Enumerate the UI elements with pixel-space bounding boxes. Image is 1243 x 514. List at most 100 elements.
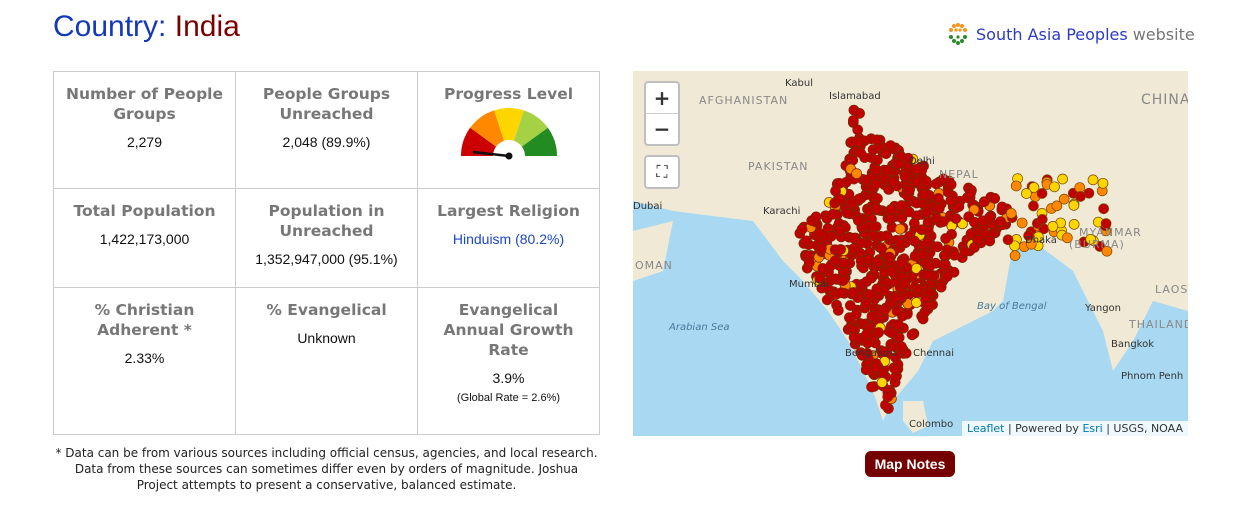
map-notes-button[interactable]: Map Notes xyxy=(865,451,955,477)
people-group-marker[interactable] xyxy=(885,266,897,277)
people-group-marker[interactable] xyxy=(899,171,911,182)
people-group-marker[interactable] xyxy=(1016,217,1028,229)
people-group-marker[interactable] xyxy=(848,243,860,254)
people-group-marker[interactable] xyxy=(855,255,867,267)
people-group-marker[interactable] xyxy=(1068,219,1080,230)
people-group-marker[interactable] xyxy=(856,350,868,361)
people-group-marker[interactable] xyxy=(940,233,952,244)
people-group-marker[interactable] xyxy=(1021,188,1032,199)
religion-link[interactable]: Hinduism (80.2%) xyxy=(452,230,565,247)
people-group-marker[interactable] xyxy=(1028,182,1040,193)
esri-link[interactable]: Esri xyxy=(1082,422,1103,435)
people-group-marker[interactable] xyxy=(855,147,866,159)
people-group-marker[interactable] xyxy=(861,328,873,340)
people-group-marker[interactable] xyxy=(834,177,845,189)
people-group-marker[interactable] xyxy=(917,249,929,261)
people-group-marker[interactable] xyxy=(844,300,856,311)
people-group-marker[interactable] xyxy=(941,271,953,282)
people-group-marker[interactable] xyxy=(1074,182,1086,193)
people-group-marker[interactable] xyxy=(814,228,826,240)
people-group-marker[interactable] xyxy=(834,193,845,205)
people-group-marker[interactable] xyxy=(969,242,980,253)
people-group-marker[interactable] xyxy=(893,332,905,343)
people-group-marker[interactable] xyxy=(965,228,977,240)
people-group-marker[interactable] xyxy=(1075,191,1086,202)
people-group-marker[interactable] xyxy=(933,202,945,214)
people-group-marker[interactable] xyxy=(1049,181,1060,193)
zoom-out-button[interactable]: − xyxy=(646,113,678,144)
people-group-marker[interactable] xyxy=(880,346,892,358)
people-group-marker[interactable] xyxy=(1097,177,1109,189)
people-group-marker[interactable] xyxy=(899,278,911,289)
people-group-marker[interactable] xyxy=(854,107,865,119)
people-group-marker[interactable] xyxy=(895,238,907,250)
people-group-marker[interactable] xyxy=(848,232,860,244)
people-group-marker[interactable] xyxy=(918,189,929,200)
people-group-marker[interactable] xyxy=(1047,221,1059,232)
people-group-marker[interactable] xyxy=(1068,199,1080,211)
people-group-marker[interactable] xyxy=(1058,193,1070,205)
people-group-marker[interactable] xyxy=(889,363,901,375)
people-group-marker[interactable] xyxy=(977,215,988,227)
people-group-marker[interactable] xyxy=(1036,214,1048,225)
people-group-marker[interactable] xyxy=(880,148,892,159)
people-group-marker[interactable] xyxy=(1036,188,1048,199)
people-group-marker[interactable] xyxy=(870,179,881,190)
zoom-in-button[interactable]: + xyxy=(653,86,671,110)
people-group-marker[interactable] xyxy=(896,212,908,224)
people-group-marker[interactable] xyxy=(935,281,947,293)
people-group-marker[interactable] xyxy=(881,230,893,242)
people-group-marker[interactable] xyxy=(882,391,894,403)
people-group-marker[interactable] xyxy=(850,309,862,320)
people-group-marker[interactable] xyxy=(911,297,922,308)
people-group-marker[interactable] xyxy=(871,203,883,215)
people-group-marker[interactable] xyxy=(1057,173,1068,185)
people-group-marker[interactable] xyxy=(912,283,924,295)
people-group-marker[interactable] xyxy=(1051,200,1063,212)
people-group-marker[interactable] xyxy=(827,208,839,220)
people-group-marker[interactable] xyxy=(860,364,872,376)
people-group-marker[interactable] xyxy=(896,341,907,353)
people-group-marker[interactable] xyxy=(835,287,847,299)
people-group-marker[interactable] xyxy=(814,272,826,284)
people-group-marker[interactable] xyxy=(938,173,949,185)
people-group-marker[interactable] xyxy=(870,221,882,233)
people-group-marker[interactable] xyxy=(1005,207,1017,219)
people-group-marker[interactable] xyxy=(847,115,859,126)
people-group-marker[interactable] xyxy=(945,195,957,206)
people-group-marker[interactable] xyxy=(995,216,1006,227)
people-group-marker[interactable] xyxy=(885,204,897,215)
people-group-marker[interactable] xyxy=(1010,180,1022,192)
people-group-marker[interactable] xyxy=(921,207,933,218)
people-group-marker[interactable] xyxy=(892,319,904,330)
people-groups-map[interactable]: Kabul AFGHANISTAN Islamabad CHINA PAKIST… xyxy=(633,71,1188,436)
people-group-marker[interactable] xyxy=(801,235,812,247)
people-group-marker[interactable] xyxy=(872,256,883,268)
people-group-marker[interactable] xyxy=(916,224,928,236)
people-group-marker[interactable] xyxy=(841,207,853,219)
people-group-marker[interactable] xyxy=(889,292,901,304)
people-group-marker[interactable] xyxy=(920,175,932,187)
people-group-marker[interactable] xyxy=(891,305,903,317)
people-group-marker[interactable] xyxy=(871,134,883,146)
people-group-marker[interactable] xyxy=(896,257,908,269)
people-group-marker[interactable] xyxy=(1009,250,1021,261)
people-group-marker[interactable] xyxy=(959,246,971,258)
regional-link[interactable]: South Asia Peoples website xyxy=(946,22,1195,46)
progress-gauge-icon[interactable] xyxy=(459,108,559,172)
people-group-marker[interactable] xyxy=(911,163,923,175)
people-group-marker[interactable] xyxy=(866,310,878,322)
people-group-marker[interactable] xyxy=(908,218,920,229)
people-group-marker[interactable] xyxy=(803,257,815,269)
people-group-marker[interactable] xyxy=(816,242,827,254)
people-group-marker[interactable] xyxy=(1028,200,1039,212)
people-group-marker[interactable] xyxy=(965,188,976,199)
people-group-marker[interactable] xyxy=(938,250,950,262)
people-group-marker[interactable] xyxy=(834,224,846,236)
people-group-marker[interactable] xyxy=(870,164,882,176)
people-group-marker[interactable] xyxy=(896,200,907,211)
people-group-marker[interactable] xyxy=(864,289,875,300)
people-group-marker[interactable] xyxy=(876,377,888,388)
people-group-marker[interactable] xyxy=(835,244,846,255)
people-group-marker[interactable] xyxy=(837,275,849,286)
